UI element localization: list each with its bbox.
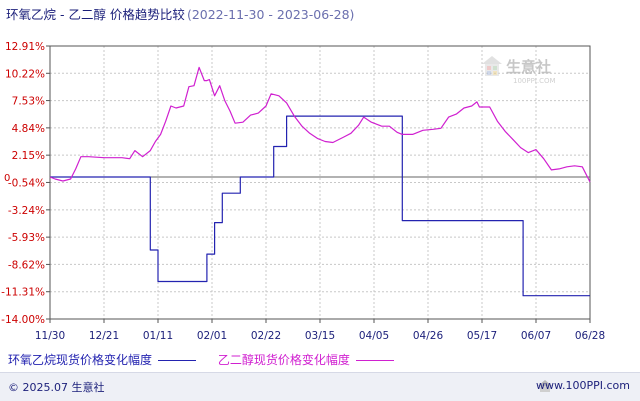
y-tick-label: 12.91% (5, 41, 45, 53)
x-tick-label: 02/22 (251, 330, 281, 342)
x-tick-label: 04/05 (359, 330, 389, 342)
y-tick-label: -0.54% (8, 177, 45, 189)
y-zero-label: 0 (4, 173, 10, 184)
y-tick-label: -14.00% (1, 314, 45, 326)
series-line-ethylene-oxide (50, 115, 590, 297)
x-tick-label: 11/30 (35, 330, 65, 342)
watermark: 生意社 100PPI.COM (482, 56, 556, 85)
legend-label-ethylene-glycol: 乙二醇现货价格变化幅度 (217, 353, 350, 367)
legend-swatch-ethylene-glycol (355, 360, 394, 361)
y-tick-label: -3.24% (8, 205, 45, 217)
x-axis: 11/30 12/21 01/11 02/01 02/22 03/15 04/05 04/26… (35, 319, 605, 342)
x-tick-label: 06/28 (575, 330, 605, 342)
y-tick-label: 4.84% (12, 123, 45, 135)
y-tick-label: 10.22% (5, 68, 45, 80)
watermark-url: 100PPI.COM (513, 77, 556, 85)
y-tick-label: -11.31% (1, 287, 45, 299)
y-tick-label: -8.62% (8, 259, 45, 271)
footer-logo-icon (538, 380, 552, 392)
x-tick-label: 05/17 (467, 330, 497, 342)
series-lines (49, 66, 591, 297)
x-tick-label: 12/21 (89, 330, 119, 342)
chart-date-range: (2022-11-30 - 2023-06-28) (186, 7, 355, 22)
y-tick-label: 7.53% (12, 96, 45, 108)
chart-title: 环氧乙烷 - 乙二醇 价格趋势比较 (2022-11-30 - 2023-06-2… (6, 4, 354, 23)
legend-label-ethylene-oxide: 环氧乙烷现货价格变化幅度 (8, 353, 153, 367)
footer-copyright: © 2025.07 生意社 (8, 381, 105, 394)
y-tick-label: -5.93% (8, 232, 45, 244)
x-tick-label: 01/11 (143, 330, 173, 342)
x-tick-label: 03/15 (305, 330, 335, 342)
legend-swatch-ethylene-oxide (158, 360, 197, 361)
chart-title-text: 环氧乙烷 - 乙二醇 价格趋势比较 (6, 7, 185, 22)
footer: © 2025.07 生意社 www.100PPI.com (0, 372, 640, 401)
chart-grid (50, 46, 590, 319)
y-tick-label: 2.15% (12, 150, 45, 162)
footer-site-link[interactable]: www.100PPI.com (536, 379, 630, 392)
x-tick-label: 06/07 (521, 330, 551, 342)
legend-item-ethylene-glycol: 乙二醇现货价格变化幅度 (218, 351, 394, 368)
watermark-text: 生意社 (506, 58, 551, 76)
legend: 环氧乙烷现货价格变化幅度 乙二醇现货价格变化幅度 (8, 351, 412, 368)
watermark-logo-icon (482, 56, 502, 76)
x-tick-label: 04/26 (413, 330, 444, 342)
x-tick-label: 02/01 (197, 330, 227, 342)
y-axis: 12.91% 10.22% 7.53% 4.84% 2.15% -0.54% -3.24% -… (1, 41, 50, 326)
chart-area: 生意社 100PPI.COM 12.91% 10.22% 7.53% 4.84% 2.1… (1, 41, 605, 342)
legend-item-ethylene-oxide: 环氧乙烷现货价格变化幅度 (8, 351, 197, 368)
series-line-ethylene-glycol (49, 66, 591, 183)
